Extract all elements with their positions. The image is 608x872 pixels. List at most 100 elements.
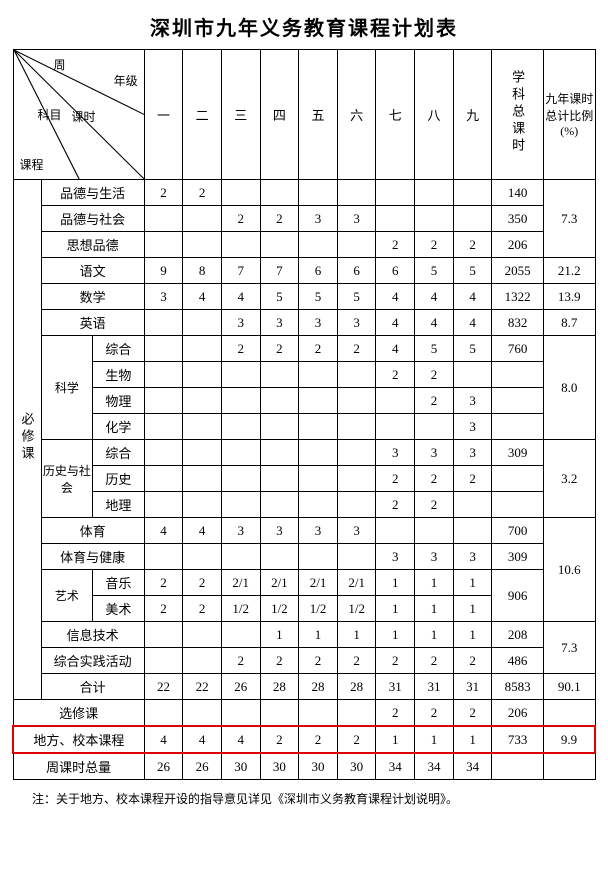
cell: 1 — [376, 596, 415, 622]
cell: 1 — [415, 596, 454, 622]
cell: 4 — [376, 284, 415, 310]
cell: 4 — [221, 726, 260, 753]
table-row: 艺术音乐222/12/12/12/1111906 — [13, 570, 595, 596]
row-total — [492, 362, 544, 388]
cell — [299, 700, 338, 727]
cell — [376, 518, 415, 544]
cell — [183, 466, 222, 492]
cell — [183, 492, 222, 518]
cell — [299, 180, 338, 206]
cell: 4 — [144, 726, 183, 753]
cell: 30 — [221, 753, 260, 780]
cell — [337, 700, 376, 727]
header-diagonal: 周 年级 课时 科目 课程 — [13, 50, 144, 180]
cell: 3 — [337, 206, 376, 232]
cell: 3 — [299, 206, 338, 232]
cell — [144, 492, 183, 518]
cell — [144, 440, 183, 466]
cell: 3 — [337, 310, 376, 336]
cell — [183, 206, 222, 232]
cell: 5 — [415, 336, 454, 362]
cell — [221, 232, 260, 258]
table-row: 历史与社会综合3333093.2 — [13, 440, 595, 466]
cell — [260, 544, 299, 570]
cell: 4 — [221, 284, 260, 310]
cell: 2 — [415, 232, 454, 258]
subject: 英语 — [41, 310, 144, 336]
subject-sub: 生物 — [93, 362, 145, 388]
table-row: 科学综合22224557608.0 — [13, 336, 595, 362]
cell — [183, 440, 222, 466]
cell: 3 — [453, 440, 492, 466]
weektotal-row: 周课时总量262630303030343434 — [13, 753, 595, 780]
subject-sub: 美术 — [93, 596, 145, 622]
cell: 2 — [376, 362, 415, 388]
cell — [144, 336, 183, 362]
cell — [144, 648, 183, 674]
subject: 综合实践活动 — [41, 648, 144, 674]
cell: 3 — [453, 414, 492, 440]
row-pct: 7.3 — [543, 622, 595, 674]
cell: 4 — [376, 336, 415, 362]
subject: 信息技术 — [41, 622, 144, 648]
category-required: 必修课 — [13, 180, 41, 700]
cell: 2 — [299, 726, 338, 753]
cell — [415, 414, 454, 440]
cell — [337, 232, 376, 258]
page-title: 深圳市九年义务教育课程计划表 — [12, 12, 596, 41]
cell: 34 — [415, 753, 454, 780]
cell: 1 — [453, 596, 492, 622]
cell: 3 — [337, 518, 376, 544]
elective-row-label: 选修课 — [13, 700, 144, 727]
cell: 2 — [415, 648, 454, 674]
row-total: 309 — [492, 440, 544, 466]
table-row: 生物22 — [13, 362, 595, 388]
subject: 思想品德 — [41, 232, 144, 258]
cell: 2 — [183, 570, 222, 596]
table-row: 语文987766655205521.2 — [13, 258, 595, 284]
weektotal-row-label: 周课时总量 — [13, 753, 144, 780]
cell — [221, 492, 260, 518]
row-total: 1322 — [492, 284, 544, 310]
cell: 3 — [415, 440, 454, 466]
cell — [260, 492, 299, 518]
cell — [183, 700, 222, 727]
curriculum-table: 周 年级 课时 科目 课程一二三四五六七八九学科总课时九年课时总计比例(%)必修… — [12, 49, 596, 780]
row-total: 140 — [492, 180, 544, 206]
grade-header-5: 六 — [337, 50, 376, 180]
cell — [144, 414, 183, 440]
row-pct: 3.2 — [543, 440, 595, 518]
cell: 4 — [376, 310, 415, 336]
cell — [376, 206, 415, 232]
cell: 2 — [183, 596, 222, 622]
cell: 2 — [453, 648, 492, 674]
cell: 2 — [183, 180, 222, 206]
cell — [221, 440, 260, 466]
cell: 4 — [183, 518, 222, 544]
cell — [299, 440, 338, 466]
table-row: 体育与健康333309 — [13, 544, 595, 570]
cell: 28 — [260, 674, 299, 700]
cell: 4 — [453, 284, 492, 310]
cell — [337, 466, 376, 492]
cell — [221, 414, 260, 440]
cell: 3 — [260, 310, 299, 336]
cell: 2 — [221, 206, 260, 232]
cell: 31 — [453, 674, 492, 700]
cell: 1 — [376, 570, 415, 596]
elective-row: 选修课222206 — [13, 700, 595, 727]
cell — [260, 362, 299, 388]
cell — [337, 362, 376, 388]
cell — [183, 362, 222, 388]
cell — [299, 414, 338, 440]
table-row: 物理23 — [13, 388, 595, 414]
cell — [221, 544, 260, 570]
cell — [260, 700, 299, 727]
grade-header-3: 四 — [260, 50, 299, 180]
row-pct — [543, 700, 595, 727]
cell — [144, 362, 183, 388]
cell: 5 — [453, 336, 492, 362]
cell: 1 — [453, 570, 492, 596]
cell — [144, 700, 183, 727]
cell: 3 — [415, 544, 454, 570]
